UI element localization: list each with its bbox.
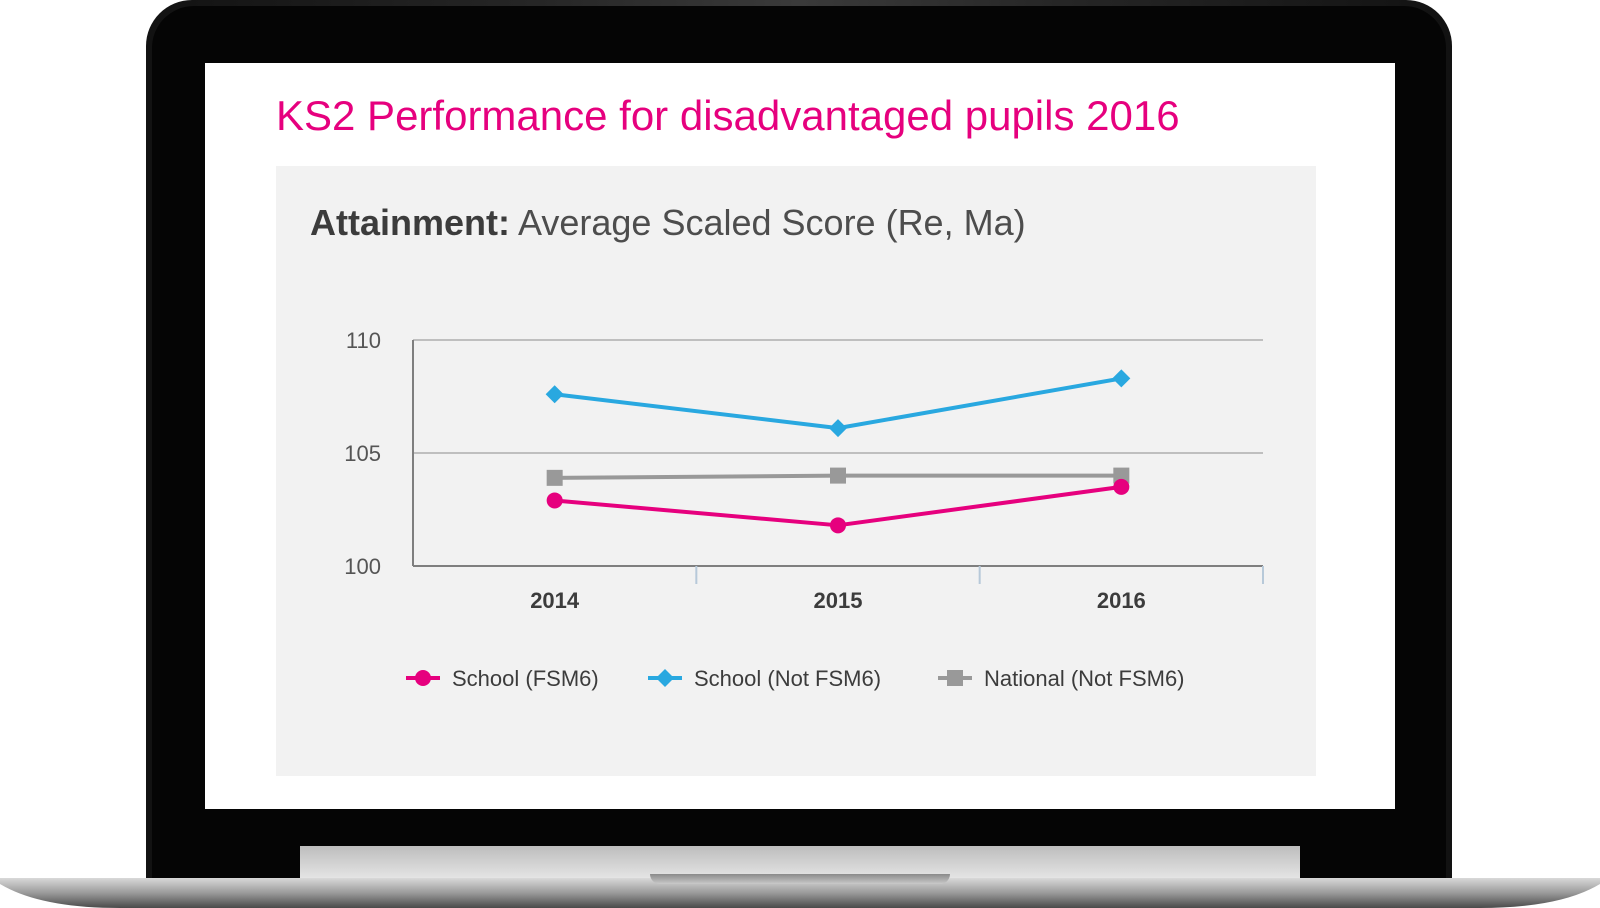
laptop-hinge (300, 846, 1300, 878)
data-point (1112, 369, 1131, 388)
legend-label: National (Not FSM6) (984, 666, 1185, 691)
y-tick-label: 105 (344, 441, 381, 466)
page-title: KS2 Performance for disadvantaged pupils… (276, 92, 1180, 139)
data-point (830, 467, 846, 484)
x-tick-label: 2016 (1097, 588, 1146, 613)
data-point (1113, 467, 1130, 484)
x-tick-label: 2015 (814, 588, 863, 613)
laptop-base (0, 878, 1600, 908)
legend-label: School (FSM6) (452, 666, 599, 691)
chart-panel: Attainment: Average Scaled Score (Re, Ma… (276, 166, 1316, 776)
line-chart: 100 105 110 2014 2015 2016 School (FSM6) School… (344, 328, 1264, 691)
chart-title-rest: Average Scaled Score (Re, Ma) (518, 202, 1026, 243)
legend-marker (656, 669, 674, 687)
legend-marker (415, 670, 431, 686)
legend-label: School (Not FSM6) (694, 666, 881, 691)
chart-title: Attainment: Average Scaled Score (Re, Ma… (310, 202, 1026, 244)
legend-marker (947, 670, 963, 686)
data-point (546, 469, 563, 486)
y-tick-label: 110 (346, 328, 381, 353)
y-tick-label: 100 (344, 554, 381, 579)
data-point (545, 385, 564, 404)
data-point (830, 517, 846, 534)
data-point (1113, 478, 1130, 495)
laptop-notch (650, 874, 950, 884)
data-point (829, 419, 847, 438)
chart-title-bold: Attainment: (310, 202, 510, 243)
x-tick-label: 2014 (530, 588, 580, 613)
data-point (546, 492, 563, 509)
